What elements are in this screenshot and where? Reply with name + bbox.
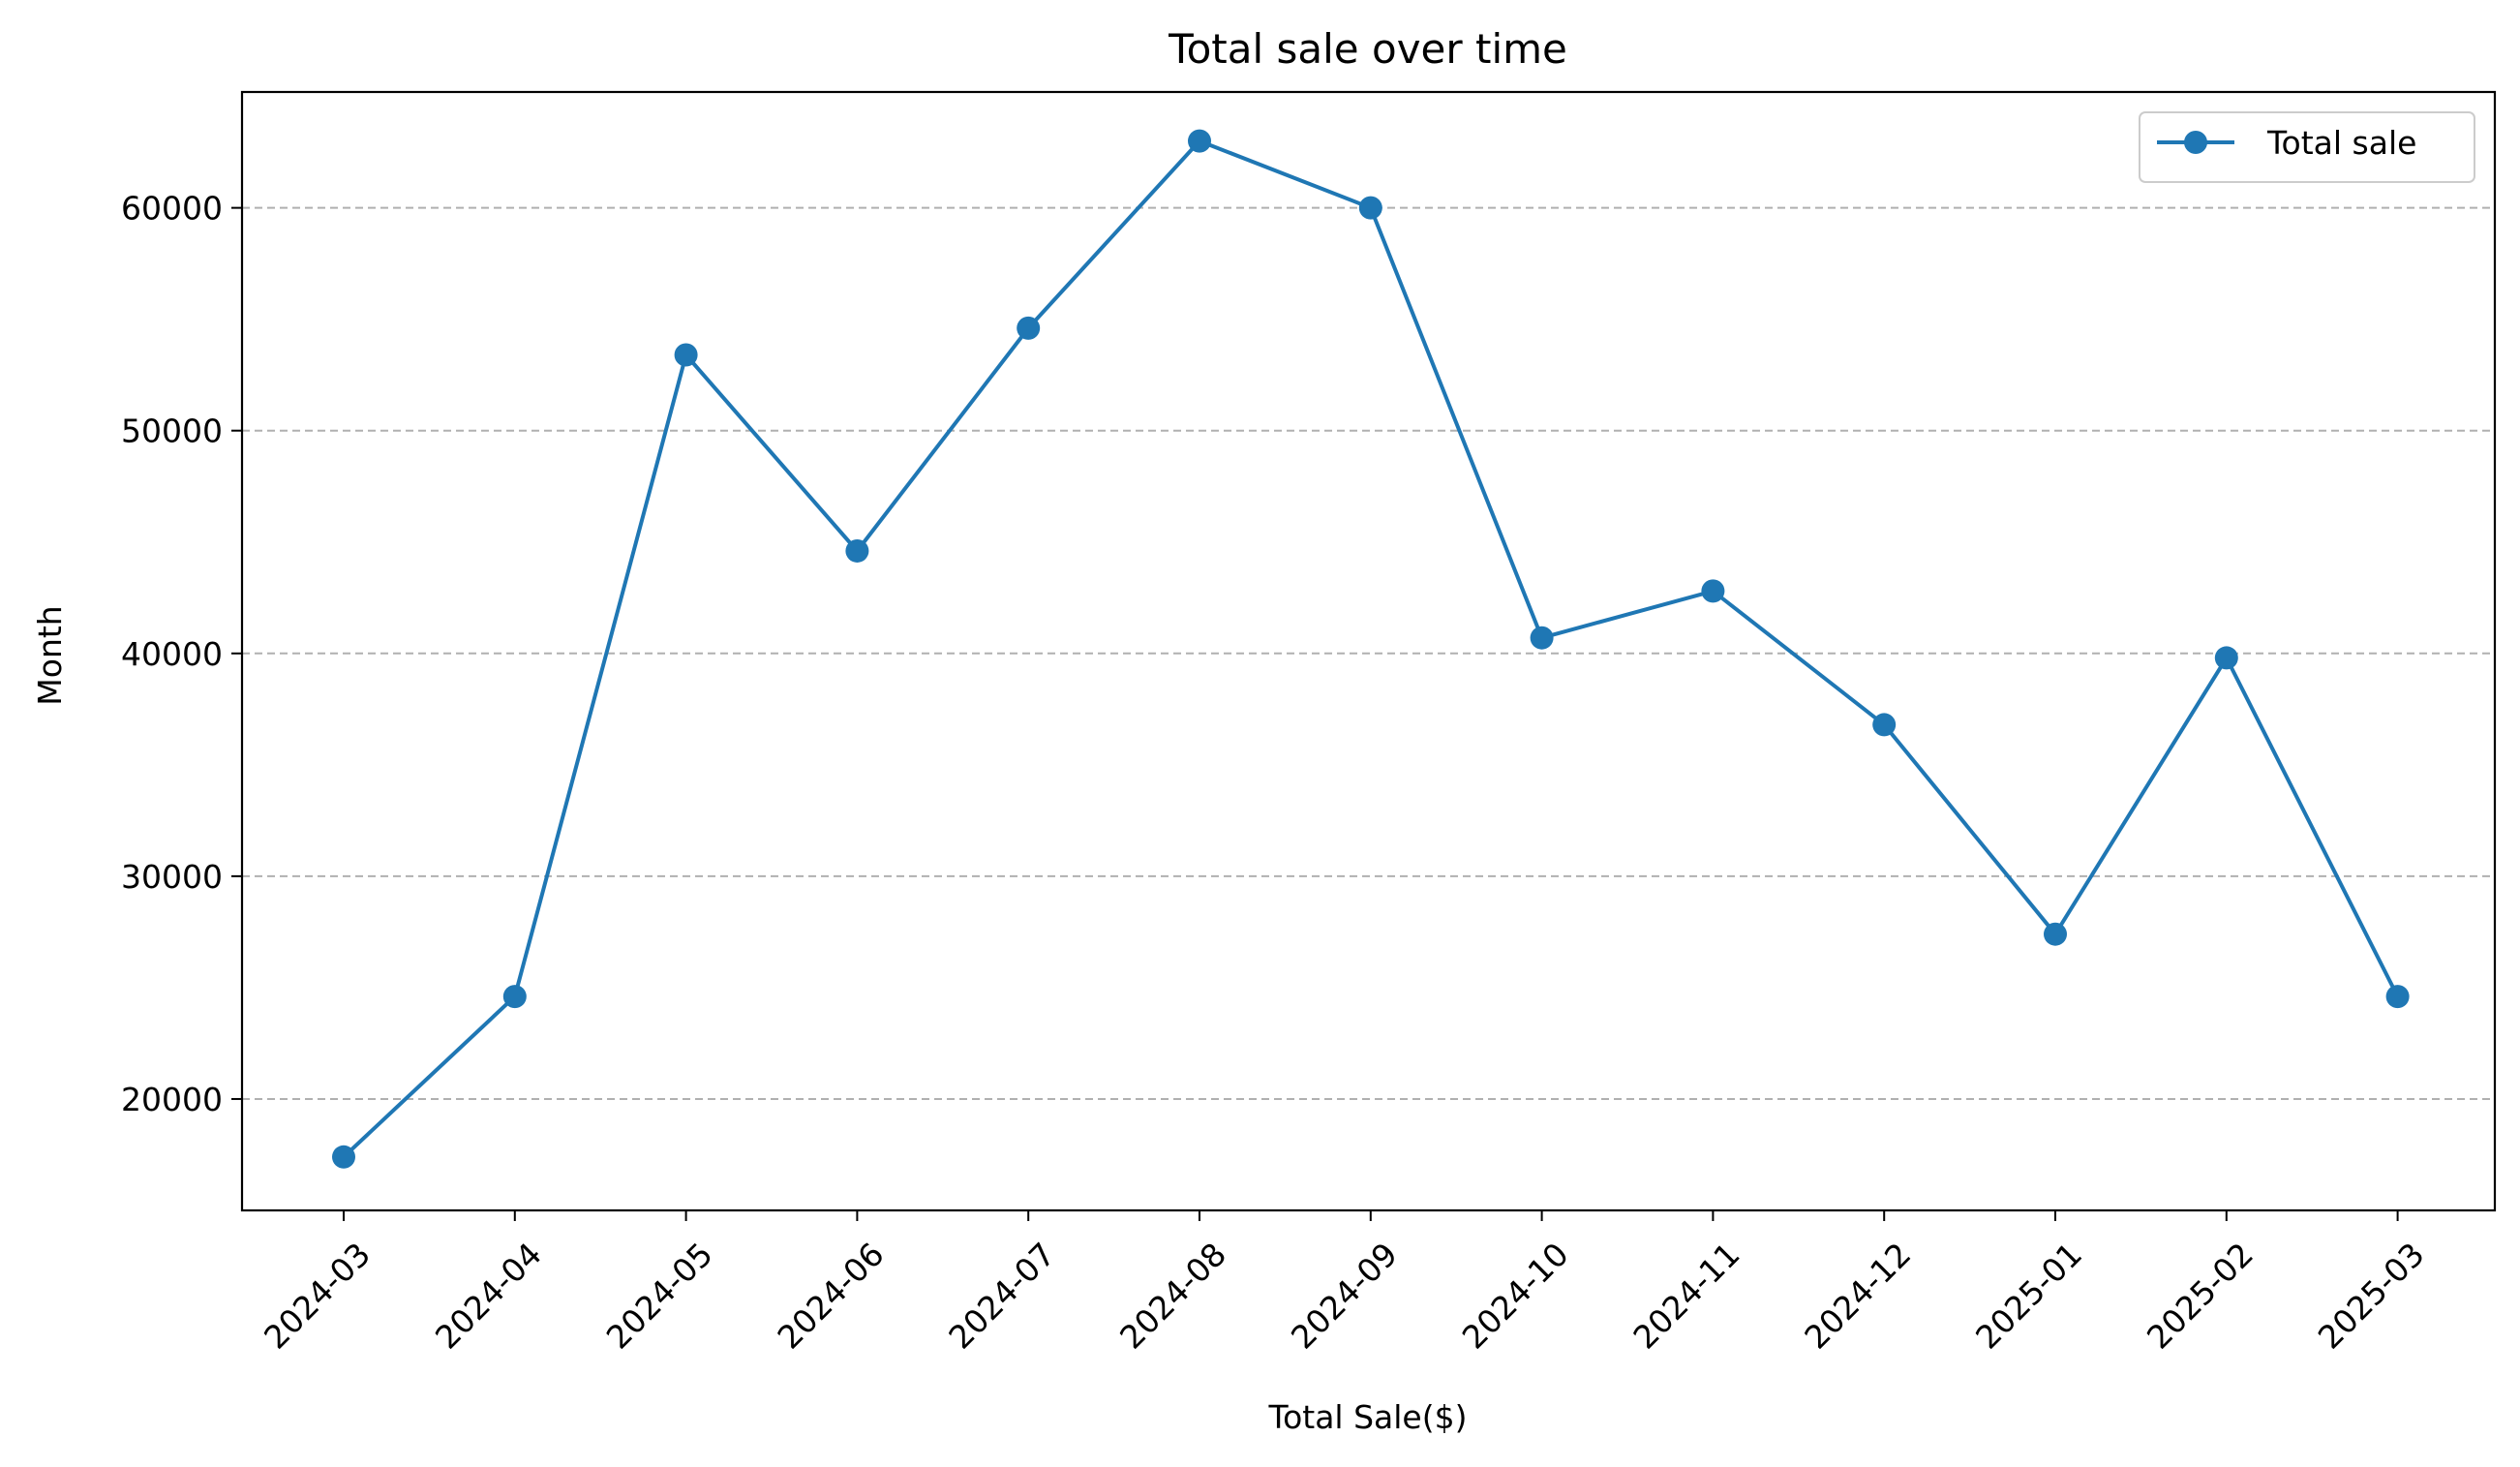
legend-marker-swatch (2184, 131, 2207, 154)
y-tick-label: 30000 (121, 858, 223, 896)
data-point (674, 343, 698, 367)
y-tick-label: 20000 (121, 1081, 223, 1118)
data-point (1872, 713, 1897, 737)
legend-box (2139, 111, 2475, 183)
data-point (1358, 196, 1382, 220)
data-point (2214, 646, 2238, 670)
data-point (1017, 316, 1041, 340)
data-point (2044, 922, 2067, 946)
y-axis: 20000 30000 40000 50000 60000 (121, 190, 242, 1118)
data-point (332, 1145, 355, 1169)
chart-title: Total sale over time (1168, 25, 1567, 73)
data-point (2385, 985, 2410, 1009)
data-point (1188, 129, 1211, 153)
y-tick-label: 60000 (121, 190, 223, 228)
y-tick-label: 40000 (121, 635, 223, 673)
data-point (1701, 579, 1725, 603)
series-total-sale (332, 129, 2410, 1169)
plot-area-border (240, 90, 2497, 1212)
data-point (502, 985, 527, 1009)
y-axis-label: Month (31, 605, 69, 705)
x-axis-label: Total Sale($) (1268, 1398, 1468, 1436)
data-point (845, 538, 869, 563)
legend: Total sale (2139, 111, 2475, 183)
y-tick-label: 50000 (121, 413, 223, 450)
data-point (1530, 626, 1554, 650)
legend-label: Total sale (2266, 124, 2416, 162)
gridlines (242, 206, 2495, 1100)
axes-frame (240, 90, 2497, 1212)
